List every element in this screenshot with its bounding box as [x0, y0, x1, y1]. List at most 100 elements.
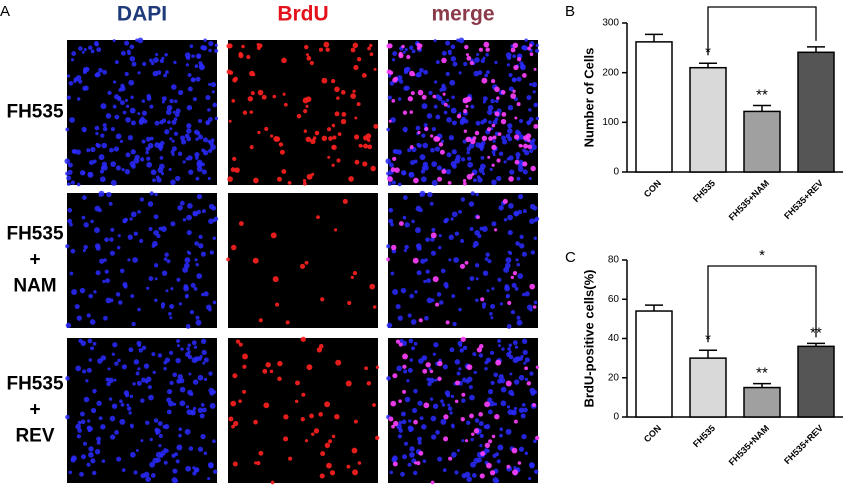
nucleus — [137, 367, 141, 371]
y-tick-label: 0 — [613, 167, 619, 178]
nucleus — [100, 424, 106, 430]
nucleus — [132, 382, 136, 386]
brdu-dot — [302, 181, 307, 186]
nucleus — [170, 287, 174, 291]
brdu-dot — [238, 399, 242, 403]
brdu-dot — [285, 320, 290, 325]
brdu-dot — [529, 43, 533, 48]
nucleus — [128, 79, 135, 86]
nucleus — [95, 245, 101, 251]
nucleus — [169, 303, 175, 309]
nucleus — [481, 226, 488, 232]
nucleus — [87, 338, 93, 344]
brdu-dot — [438, 142, 444, 147]
nucleus — [79, 471, 84, 477]
nucleus — [161, 96, 167, 102]
nucleus — [153, 57, 159, 63]
nucleus — [86, 462, 91, 467]
nucleus — [407, 367, 413, 373]
nucleus — [108, 397, 113, 401]
brdu-dot — [465, 104, 469, 108]
nucleus — [466, 420, 471, 425]
nucleus — [172, 372, 178, 378]
nucleus — [121, 167, 125, 172]
nucleus — [528, 117, 534, 122]
nucleus — [171, 153, 175, 157]
nucleus — [429, 397, 434, 401]
nucleus — [64, 158, 71, 164]
brdu-dot — [517, 461, 522, 465]
x-tick-label: FH535 — [691, 178, 717, 204]
nucleus — [119, 418, 126, 425]
nucleus — [197, 407, 204, 413]
nucleus — [403, 195, 408, 200]
brdu-dot — [352, 89, 356, 93]
brdu-dot — [372, 403, 376, 407]
nucleus — [139, 197, 145, 202]
nucleus — [158, 226, 163, 231]
nucleus — [208, 218, 214, 225]
nucleus — [400, 170, 407, 176]
nucleus — [208, 48, 212, 53]
brdu-dot — [270, 134, 274, 138]
nucleus — [95, 131, 99, 136]
nucleus — [161, 100, 165, 104]
brdu-dot — [331, 434, 336, 439]
brdu-dot — [369, 283, 376, 290]
brdu-dot — [442, 92, 446, 96]
brdu-dot — [314, 130, 320, 136]
nucleus — [203, 38, 207, 42]
nucleus — [201, 169, 207, 175]
y-tick-label: 20 — [608, 372, 620, 383]
brdu-dot — [305, 104, 309, 108]
brdu-dot — [413, 419, 418, 425]
nucleus — [528, 108, 532, 112]
nucleus — [473, 370, 477, 375]
nucleus — [145, 420, 150, 425]
nucleus — [201, 162, 205, 167]
nucleus — [435, 430, 440, 435]
nucleus — [519, 118, 524, 124]
nucleus — [515, 241, 520, 246]
nucleus — [131, 61, 137, 67]
nucleus — [430, 415, 437, 422]
nucleus — [109, 415, 116, 422]
nucleus — [497, 444, 504, 451]
brdu-dot — [303, 109, 308, 114]
nucleus — [415, 125, 421, 131]
brdu-dot — [288, 456, 293, 461]
nucleus — [123, 217, 128, 222]
nucleus — [418, 358, 424, 364]
nucleus — [495, 452, 500, 457]
nucleus — [92, 341, 97, 346]
brdu-dot — [350, 47, 356, 53]
nucleus — [437, 245, 442, 250]
brdu-dot — [334, 228, 338, 232]
nucleus — [104, 269, 109, 274]
nucleus — [195, 76, 201, 82]
nucleus — [425, 269, 430, 274]
nucleus — [419, 193, 423, 197]
nucleus — [506, 405, 511, 409]
nucleus — [493, 402, 498, 406]
nucleus — [517, 131, 522, 136]
nucleus — [482, 270, 489, 276]
nucleus — [188, 372, 192, 376]
nucleus — [499, 302, 504, 306]
nucleus — [430, 237, 435, 242]
nucleus — [481, 302, 487, 307]
nucleus — [127, 258, 131, 262]
nucleus — [397, 315, 403, 321]
nucleus — [197, 446, 204, 452]
nucleus — [169, 350, 174, 355]
nucleus — [141, 99, 146, 103]
nucleus — [92, 159, 97, 164]
nucleus — [79, 287, 86, 294]
nucleus — [439, 88, 443, 92]
brdu-dot — [242, 389, 247, 394]
nucleus — [426, 278, 432, 284]
nucleus — [211, 205, 217, 211]
brdu-dot — [388, 416, 394, 422]
nucleus — [182, 160, 186, 164]
nucleus — [70, 248, 76, 254]
